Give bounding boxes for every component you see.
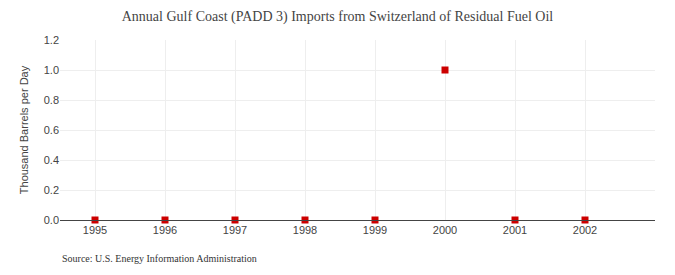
svg-text:2000: 2000 [433, 224, 457, 236]
svg-text:Thousand Barrels per Day: Thousand Barrels per Day [18, 65, 30, 194]
svg-text:Annual Gulf Coast (PADD 3) Imp: Annual Gulf Coast (PADD 3) Imports from … [122, 9, 554, 25]
svg-text:0.2: 0.2 [44, 184, 59, 196]
svg-text:2001: 2001 [503, 224, 527, 236]
svg-text:1.0: 1.0 [44, 64, 59, 76]
svg-text:2002: 2002 [573, 224, 597, 236]
svg-text:1996: 1996 [153, 224, 177, 236]
svg-text:0.4: 0.4 [44, 154, 59, 166]
svg-text:1997: 1997 [223, 224, 247, 236]
svg-text:0.8: 0.8 [44, 94, 59, 106]
svg-text:1999: 1999 [363, 224, 387, 236]
svg-text:1995: 1995 [83, 224, 107, 236]
svg-text:0.0: 0.0 [44, 214, 59, 226]
svg-text:1.2: 1.2 [44, 34, 59, 46]
svg-text:Source: U.S. Energy Informatio: Source: U.S. Energy Information Administ… [62, 253, 257, 264]
svg-text:1998: 1998 [293, 224, 317, 236]
svg-text:0.6: 0.6 [44, 124, 59, 136]
